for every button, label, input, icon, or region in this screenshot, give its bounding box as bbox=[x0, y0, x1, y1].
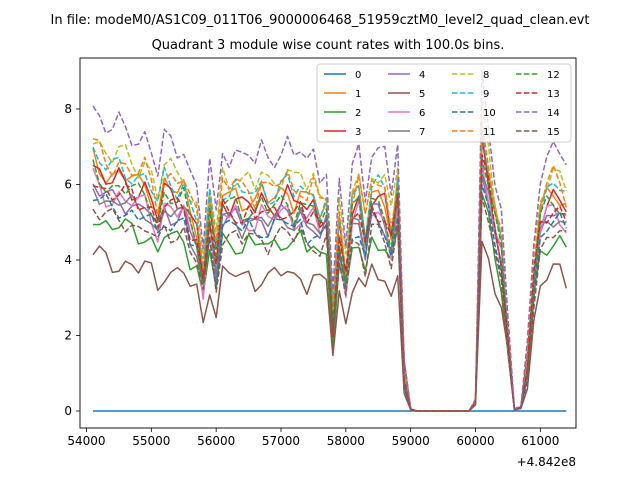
legend-label-15: 15 bbox=[547, 127, 560, 138]
legend-label-1: 1 bbox=[355, 89, 361, 100]
series-line-12 bbox=[92, 157, 567, 412]
ticks-layer: 54000 55000 56000 57000 58000 59000 60000 61000… bbox=[64, 102, 559, 448]
legend-label-9: 9 bbox=[483, 89, 489, 100]
legend-label-4: 4 bbox=[419, 70, 425, 81]
x-tick-label-7: 61000 bbox=[521, 434, 559, 448]
legend-label-3: 3 bbox=[355, 127, 361, 138]
series-line-11 bbox=[92, 121, 568, 412]
chart-suptitle: In file: modeM0/AS1C09_011T06_9000006468… bbox=[51, 13, 590, 28]
x-tick-label-4: 58000 bbox=[327, 434, 365, 448]
series-line-13 bbox=[92, 154, 567, 412]
legend-label-2: 2 bbox=[355, 108, 361, 119]
x-tick-label-5: 59000 bbox=[392, 434, 430, 448]
y-tick-label-0: 0 bbox=[64, 404, 72, 418]
y-tick-label-4: 8 bbox=[64, 102, 72, 116]
x-tick-label-0: 54000 bbox=[67, 434, 105, 448]
x-offset-label: +4.842e8 bbox=[517, 455, 576, 469]
y-tick-label-1: 2 bbox=[64, 329, 72, 343]
series-line-2 bbox=[92, 193, 567, 412]
legend-label-12: 12 bbox=[547, 70, 560, 81]
legend-label-14: 14 bbox=[547, 108, 560, 119]
series-line-9 bbox=[92, 127, 567, 412]
series-layer bbox=[92, 70, 568, 412]
legend-label-0: 0 bbox=[355, 70, 361, 81]
legend-label-5: 5 bbox=[419, 89, 425, 100]
legend-label-10: 10 bbox=[483, 108, 496, 119]
x-tick-label-1: 55000 bbox=[132, 434, 170, 448]
x-tick-label-6: 60000 bbox=[456, 434, 494, 448]
series-line-5 bbox=[92, 240, 568, 412]
y-tick-label-2: 4 bbox=[64, 253, 72, 267]
legend-label-7: 7 bbox=[419, 127, 425, 138]
chart-title: Quadrant 3 module wise count rates with … bbox=[152, 38, 505, 53]
legend-label-8: 8 bbox=[483, 70, 489, 81]
legend-label-13: 13 bbox=[547, 89, 560, 100]
legend-box bbox=[316, 63, 572, 143]
x-tick-label-3: 57000 bbox=[262, 434, 300, 448]
legend-label-11: 11 bbox=[483, 127, 496, 138]
x-tick-label-2: 56000 bbox=[197, 434, 235, 448]
y-tick-label-3: 6 bbox=[64, 177, 72, 191]
legend-label-6: 6 bbox=[419, 108, 425, 119]
plot-frame bbox=[79, 57, 577, 429]
series-line-15 bbox=[92, 195, 567, 412]
